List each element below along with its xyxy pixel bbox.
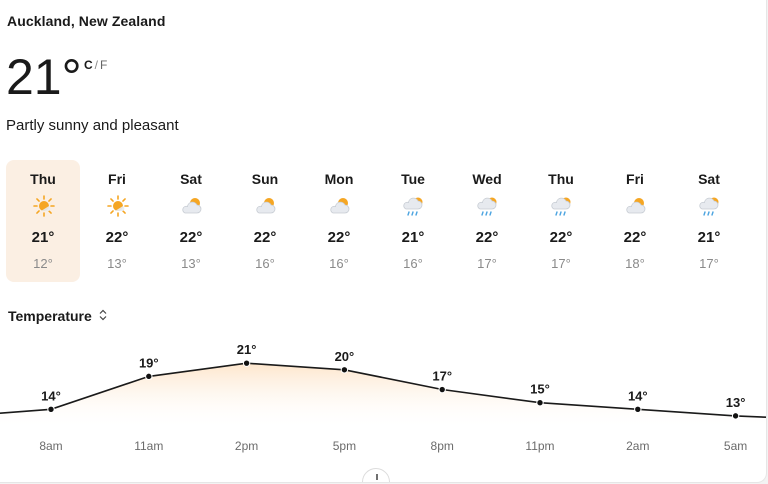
high-temperature: 21° <box>697 229 721 246</box>
day-tile-fri[interactable]: Fri 22° 13° <box>80 160 154 282</box>
chevron-down-icon <box>376 474 378 480</box>
day-name: Mon <box>324 171 354 187</box>
expand-button[interactable] <box>362 468 390 482</box>
unit-separator: / <box>94 58 99 72</box>
temperature-chart: 14° 8am 19° 11am 21° 2pm 20° 5pm 17° 8pm 15° 11pm 14… <box>0 342 766 453</box>
time-tick-label: 2am <box>626 439 649 453</box>
value-label: 20° <box>335 349 355 364</box>
day-tile-sat[interactable]: Sat 22° 13° <box>154 160 228 282</box>
day-tile-sat[interactable]: Sat 21° 17° <box>672 160 746 282</box>
condition-text: Partly sunny and pleasant <box>6 117 179 134</box>
value-label: 15° <box>530 382 550 397</box>
sunny-icon <box>106 194 130 218</box>
value-label: 14° <box>41 388 61 403</box>
time-tick-label: 11am <box>134 439 163 453</box>
high-temperature: 22° <box>105 229 129 246</box>
time-tick-label: 8am <box>39 439 62 453</box>
partly-cloudy-icon <box>624 194 648 218</box>
time-tick-label: 8pm <box>431 439 454 453</box>
high-temperature: 22° <box>253 229 277 246</box>
rain-icon <box>476 194 500 218</box>
chevron-updown-icon <box>98 309 108 324</box>
low-temperature: 16° <box>403 256 423 271</box>
temperature-point <box>634 405 642 413</box>
high-temperature: 22° <box>179 229 203 246</box>
day-name: Thu <box>30 171 56 187</box>
day-tile-thu[interactable]: Thu 22° 17° <box>524 160 598 282</box>
temperature-point <box>145 372 153 381</box>
day-name: Fri <box>626 171 644 187</box>
daily-forecast: Thu 21° 12° Fri 22° 13° Sat 22° 13° Sun 22° 16° Mon 2… <box>6 160 746 282</box>
celsius-toggle[interactable]: C <box>84 58 93 72</box>
low-temperature: 16° <box>329 256 349 271</box>
time-tick-label: 5pm <box>333 439 356 453</box>
metric-selector[interactable]: Temperature <box>8 308 108 324</box>
value-label: 14° <box>628 388 648 403</box>
low-temperature: 13° <box>107 256 127 271</box>
location-label: Auckland, New Zealand <box>7 13 166 29</box>
low-temperature: 18° <box>625 256 645 271</box>
day-name: Thu <box>548 171 574 187</box>
day-name: Tue <box>401 171 425 187</box>
sunny-icon <box>32 194 56 218</box>
partly-cloudy-icon <box>180 194 204 218</box>
time-tick-label: 11pm <box>525 439 554 453</box>
high-temperature: 22° <box>623 229 647 246</box>
day-name: Sat <box>180 171 202 187</box>
day-tile-wed[interactable]: Wed 22° 17° <box>450 160 524 282</box>
temperature-point <box>731 412 740 420</box>
day-tile-fri[interactable]: Fri 22° 18° <box>598 160 672 282</box>
day-tile-thu[interactable]: Thu 21° 12° <box>6 160 80 282</box>
day-name: Sun <box>251 171 279 187</box>
value-label: 21° <box>237 342 257 357</box>
day-name: Sat <box>698 171 720 187</box>
day-tile-sun[interactable]: Sun 22° 16° <box>228 160 302 282</box>
high-temperature: 21° <box>31 229 55 246</box>
day-name: Fri <box>108 171 126 187</box>
metric-label: Temperature <box>8 308 92 324</box>
temperature-area <box>0 363 766 430</box>
low-temperature: 17° <box>477 256 497 271</box>
partly-cloudy-icon <box>328 194 352 218</box>
day-tile-mon[interactable]: Mon 22° 16° <box>302 160 376 282</box>
low-temperature: 13° <box>181 256 201 271</box>
temperature-point <box>340 366 349 374</box>
fahrenheit-toggle[interactable]: F <box>100 58 108 72</box>
low-temperature: 17° <box>551 256 571 271</box>
rain-icon <box>402 194 426 218</box>
temperature-point <box>47 405 55 413</box>
value-label: 19° <box>139 355 159 370</box>
temperature-point <box>438 385 446 394</box>
temperature-point <box>536 399 544 407</box>
value-label: 13° <box>726 395 746 410</box>
low-temperature: 12° <box>33 256 53 271</box>
time-tick-label: 5am <box>724 439 747 453</box>
high-temperature: 22° <box>549 229 573 246</box>
temperature-point <box>242 359 251 367</box>
rain-icon <box>698 194 722 218</box>
temperature-line <box>0 362 766 418</box>
day-name: Wed <box>472 171 502 187</box>
high-temperature: 22° <box>327 229 351 246</box>
low-temperature: 16° <box>255 256 275 271</box>
partly-cloudy-icon <box>254 194 278 218</box>
time-tick-label: 2pm <box>235 439 258 453</box>
value-label: 17° <box>432 369 452 384</box>
high-temperature: 22° <box>475 229 499 246</box>
unit-toggle: C / F <box>84 58 107 72</box>
rain-icon <box>550 194 574 218</box>
day-tile-tue[interactable]: Tue 21° 16° <box>376 160 450 282</box>
high-temperature: 21° <box>401 229 425 246</box>
low-temperature: 17° <box>699 256 719 271</box>
current-temperature: 21° <box>6 49 82 105</box>
